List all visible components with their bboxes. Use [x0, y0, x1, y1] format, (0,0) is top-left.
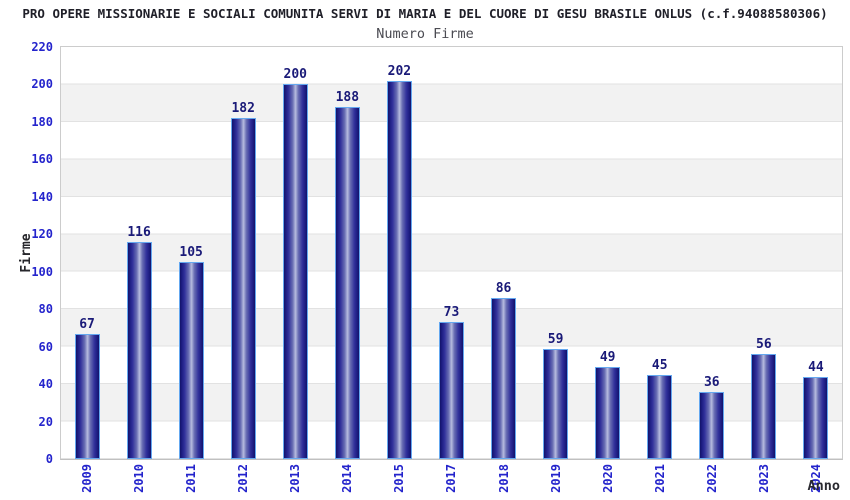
- bar-slot: 200 2013: [269, 47, 321, 493]
- y-tick-label: 100: [31, 264, 53, 279]
- y-tick-label: 40: [38, 377, 53, 392]
- bar-slot: 73 2017: [425, 47, 477, 493]
- y-tick-label: 180: [31, 114, 53, 129]
- x-tick-label: 2020: [600, 464, 615, 493]
- bar-value-label: 86: [495, 281, 512, 296]
- plot-area: 67 2009 116 2010 105 2011 182 2012 200 2013 188 201…: [19, 40, 843, 493]
- bar-slot: 45 2021: [634, 47, 686, 493]
- x-tick-label: 2022: [704, 464, 719, 493]
- bar: [282, 84, 308, 459]
- x-tick-label: 2023: [756, 464, 771, 493]
- bar: [74, 334, 100, 459]
- bar-value-label: 105: [179, 245, 203, 260]
- y-tick-label: 220: [31, 40, 53, 54]
- bar-slot: 188 2014: [321, 47, 373, 493]
- bar-value-label: 116: [127, 225, 151, 240]
- bar-slot: 86 2018: [478, 47, 530, 493]
- bar-slot: 202 2015: [373, 47, 425, 493]
- bars-group: 67 2009 116 2010 105 2011 182 2012 200 2013 188 201…: [61, 47, 842, 493]
- x-tick-label: 2010: [132, 464, 147, 493]
- bar-slot: 56 2023: [738, 47, 790, 493]
- bar-value-label: 67: [79, 317, 95, 332]
- y-tick-label: 200: [31, 77, 53, 92]
- x-tick-label: 2011: [184, 464, 199, 493]
- x-tick-label: 2021: [652, 464, 667, 493]
- y-tick-label: 160: [31, 152, 53, 167]
- x-tick-label: 2012: [236, 464, 251, 493]
- bar: [595, 367, 621, 459]
- x-tick-label: 2014: [340, 464, 355, 493]
- bar-slot: 44 2024: [790, 47, 842, 493]
- bar: [126, 242, 152, 459]
- y-tick-label: 0: [45, 452, 53, 466]
- x-tick-label: 2013: [288, 464, 303, 493]
- bar: [334, 107, 360, 459]
- bar-value-label: 182: [231, 101, 255, 116]
- bar-slot: 36 2022: [686, 47, 738, 493]
- bar: [491, 298, 517, 459]
- x-tick-label: 2009: [80, 464, 95, 493]
- bar-value-label: 56: [756, 337, 772, 352]
- x-tick-label: 2017: [444, 464, 459, 493]
- bar: [438, 322, 464, 459]
- bar-slot: 182 2012: [217, 47, 269, 493]
- bar-slot: 49 2020: [582, 47, 634, 493]
- bar-value-label: 45: [651, 358, 668, 373]
- y-tick-label: 80: [38, 302, 53, 317]
- bar-slot: 105 2011: [165, 47, 217, 493]
- x-tick-label: 2019: [548, 464, 563, 493]
- x-tick-label: 2015: [392, 464, 407, 493]
- bar: [751, 354, 777, 459]
- bar-value-label: 36: [703, 375, 720, 390]
- y-tick-label: 60: [38, 339, 53, 354]
- x-axis-label: Anno: [807, 478, 840, 494]
- bar: [178, 262, 204, 459]
- bar-value-label: 188: [335, 90, 360, 105]
- y-tick-label: 120: [31, 227, 53, 242]
- bar-slot: 67 2009: [61, 47, 113, 493]
- bar: [230, 118, 256, 459]
- bar-value-label: 202: [387, 64, 412, 79]
- y-axis-label: Firme: [19, 233, 34, 273]
- bar-value-label: 73: [443, 305, 460, 320]
- bar-slot: 116 2010: [113, 47, 165, 493]
- y-tick-label: 140: [31, 189, 53, 204]
- chart-title: PRO OPERE MISSIONARIE E SOCIALI COMUNITA…: [22, 6, 828, 21]
- x-tick-label: 2018: [496, 464, 511, 493]
- bar: [803, 377, 829, 459]
- chart-subtitle: Numero Firme: [376, 26, 474, 42]
- bar-slot: 59 2019: [530, 47, 582, 493]
- bar-value-label: 44: [808, 360, 824, 375]
- bar: [386, 81, 412, 459]
- bar: [543, 349, 569, 459]
- bar-value-label: 59: [547, 332, 564, 347]
- y-tick-label: 20: [38, 414, 53, 429]
- bar-value-label: 200: [283, 67, 308, 82]
- bar: [647, 375, 673, 459]
- bar: [699, 392, 725, 459]
- bar-value-label: 49: [599, 350, 616, 365]
